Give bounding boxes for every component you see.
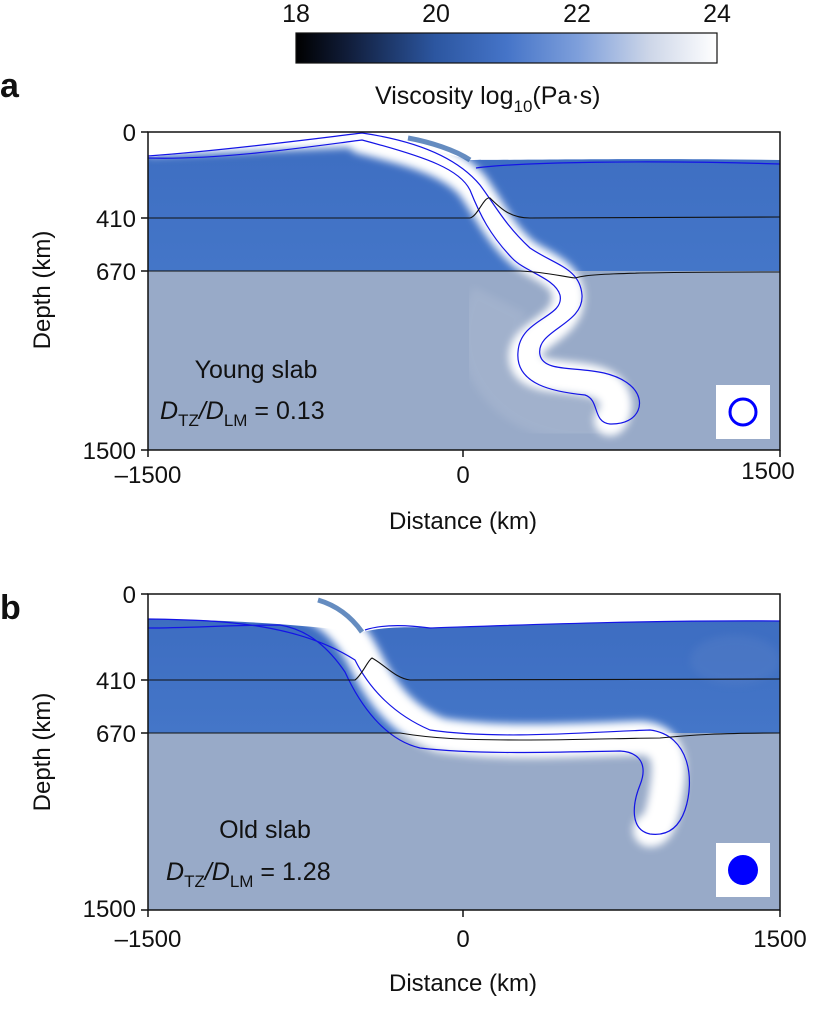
plot-frame	[147, 593, 781, 911]
panel-a: a	[0, 67, 795, 535]
phase-line-410	[148, 197, 780, 219]
slab-label: Young slab	[195, 356, 318, 384]
x-axis-label: Distance (km)	[389, 508, 537, 535]
y-tick-label: 0	[123, 582, 136, 609]
open-circle-icon	[728, 397, 758, 427]
y-tick-label: 670	[96, 259, 136, 286]
panel-letter: a	[0, 67, 20, 105]
ratio-label: DTZ/DLM = 1.28	[166, 858, 331, 891]
colorbar-label: Viscosity log10(Pa·s)	[375, 82, 600, 116]
y-axis-label: Depth (km)	[29, 693, 56, 812]
panel-a-plot	[148, 132, 780, 450]
phase-line-670	[148, 732, 780, 741]
x-tick-label: 1500	[741, 458, 794, 485]
y-tick-label: 410	[96, 206, 136, 233]
y-tick-label: 670	[96, 721, 136, 748]
plot-frame	[147, 131, 781, 451]
x-tick-label: 0	[456, 462, 469, 489]
x-tick-label: –1500	[115, 926, 182, 953]
colorbar-tick: 24	[703, 0, 731, 28]
slab-contour	[148, 132, 641, 425]
panel-letter: b	[0, 589, 21, 627]
y-axis-label: Depth (km)	[29, 231, 56, 350]
colorbar: 18 20 22 24 Viscosity log10(Pa·s)	[282, 0, 731, 116]
upper-contour	[364, 620, 780, 631]
panel-b-plot	[148, 594, 780, 910]
colorbar-tick: 22	[563, 0, 591, 28]
marker-box	[716, 385, 770, 439]
colorbar-tick: 18	[282, 0, 310, 28]
x-tick-label: 1500	[753, 926, 806, 953]
x-tick-label: 0	[456, 926, 469, 953]
ratio-label: DTZ/DLM = 0.13	[160, 397, 325, 430]
x-tick-label: –1500	[115, 462, 182, 489]
upper-contour	[475, 161, 780, 169]
filled-circle-icon	[728, 855, 758, 885]
y-tick-label: 0	[123, 120, 136, 147]
slab-label: Old slab	[219, 816, 311, 844]
y-tick-label: 1500	[83, 438, 136, 465]
lower-mantle	[148, 271, 780, 450]
slab	[148, 132, 632, 436]
panel-b: b 0	[0, 582, 807, 997]
y-tick-label: 410	[96, 668, 136, 695]
colorbar-gradient	[295, 32, 718, 64]
upper-mantle	[148, 619, 780, 733]
slab-contour	[148, 618, 691, 835]
y-tick-label: 1500	[83, 896, 136, 923]
x-axis-label: Distance (km)	[389, 970, 537, 997]
slab	[148, 594, 686, 847]
phase-line-410	[148, 657, 780, 681]
phase-line-670	[148, 270, 780, 279]
colorbar-tick: 20	[422, 0, 450, 28]
upper-mantle	[148, 133, 780, 271]
